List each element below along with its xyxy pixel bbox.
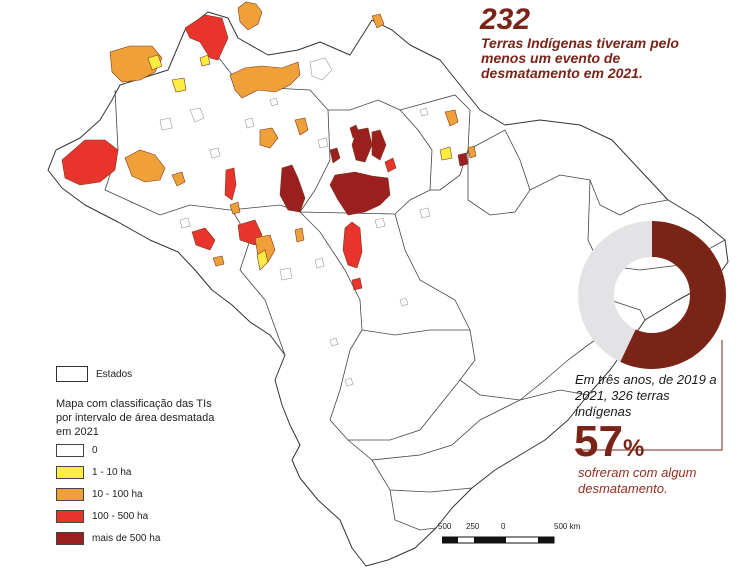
ti-yellow	[256, 249, 269, 271]
ti-orange	[259, 127, 279, 149]
state-borders	[104, 39, 726, 531]
ti-red	[184, 14, 229, 61]
legend-item: mais de 500 ha	[56, 527, 160, 549]
ti-orange	[171, 171, 186, 187]
ti-orange	[109, 45, 163, 83]
ti-red	[384, 157, 397, 173]
scale-label: 500	[438, 522, 452, 531]
percent-display: 57%	[574, 420, 644, 474]
legend-item-label: mais de 500 ha	[92, 532, 161, 544]
scale-label: 250	[466, 522, 480, 531]
indigenous-lands	[61, 1, 477, 291]
ti-dark-red	[279, 164, 306, 213]
states-swatch	[56, 366, 88, 382]
legend-item-label: 1 - 10 ha	[92, 466, 132, 478]
donut-fill	[578, 221, 726, 369]
legend-states: Estados	[56, 366, 132, 382]
indigenous-lands-zero	[159, 57, 431, 387]
donut-callout-line	[575, 340, 723, 451]
legend-item-label: 0	[92, 444, 98, 456]
donut-chart	[578, 221, 726, 369]
stat-text: Terras Indígenas tiveram pelo menos um e…	[481, 35, 679, 81]
ti-red	[191, 227, 216, 251]
scale-bar: 500 250 0 500 km	[438, 522, 588, 546]
stat-number: 232	[480, 3, 531, 36]
ti-dark-red	[329, 147, 341, 164]
legend-item: 100 - 500 ha	[56, 505, 160, 527]
ti-red	[351, 277, 363, 291]
ti-orange	[229, 61, 301, 99]
ti-red	[224, 167, 237, 201]
legend-item-label: 10 - 100 ha	[92, 488, 143, 500]
legend-swatch	[56, 443, 84, 457]
ti-orange	[444, 109, 459, 127]
ti-yellow	[147, 54, 163, 71]
ti-yellow	[171, 77, 187, 93]
states-label: Estados	[96, 368, 133, 380]
donut-caption: Em três anos, de 2019 a 2021, 326 terras…	[575, 372, 717, 419]
ti-dark-red	[371, 129, 387, 161]
ti-yellow	[439, 146, 453, 161]
ti-orange	[237, 1, 263, 31]
legend-title: Mapa com classificação das TIs por inter…	[56, 398, 215, 438]
ti-orange	[229, 201, 241, 215]
legend-item: 1 - 10 ha	[56, 461, 160, 483]
scale-label: 500 km	[554, 522, 581, 531]
legend-item-label: 100 - 500 ha	[92, 510, 149, 522]
legend-item: 0	[56, 439, 160, 461]
legend-swatch	[56, 531, 84, 545]
scale-label: 0	[501, 522, 506, 531]
legend-classes: 0 1 - 10 ha 10 - 100 ha 100 - 500 ha mai…	[56, 439, 160, 549]
ti-orange	[124, 149, 166, 183]
percent-number: 57	[574, 417, 623, 466]
ti-red	[342, 221, 363, 269]
ti-orange	[467, 145, 477, 159]
legend-swatch	[56, 509, 84, 523]
legend-swatch	[56, 465, 84, 479]
percent-symbol: %	[622, 435, 645, 462]
ti-orange	[371, 13, 385, 29]
percent-text: sofreram com algum desmatamento.	[578, 465, 697, 496]
ti-dark-red	[349, 124, 361, 139]
scale-bar-graphic	[442, 536, 555, 544]
ti-orange	[294, 227, 305, 243]
ti-dark-red	[329, 171, 391, 216]
ti-yellow	[199, 54, 211, 67]
ti-orange	[294, 117, 309, 136]
ti-dark-red	[457, 152, 469, 167]
legend-swatch	[56, 487, 84, 501]
ti-orange	[212, 255, 225, 267]
legend-item: 10 - 100 ha	[56, 483, 160, 505]
ti-red	[61, 139, 119, 186]
